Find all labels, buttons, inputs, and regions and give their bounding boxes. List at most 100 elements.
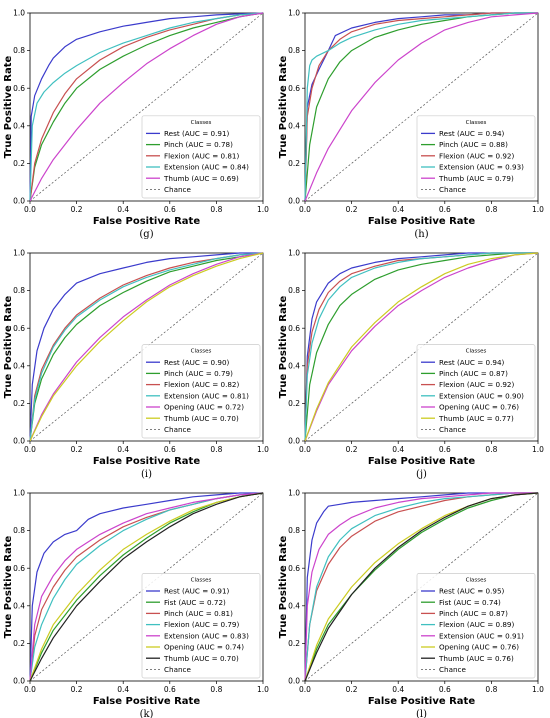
legend-box	[416, 344, 536, 439]
x-tick-label: 0.4	[117, 445, 129, 454]
x-tick-label: 0.2	[71, 205, 83, 214]
legend-item-label: Thumb (AUC = 0.77)	[438, 414, 514, 423]
x-axis-label: False Positive Rate	[93, 696, 200, 707]
y-tick-label: 0.0	[288, 437, 300, 446]
y-tick-label: 0.8	[13, 286, 25, 295]
x-tick-label: 0.4	[392, 205, 404, 214]
y-tick-label: 0.6	[288, 324, 300, 333]
legend-item-label: Thumb (AUC = 0.69)	[163, 174, 239, 183]
x-axis-label: False Positive Rate	[93, 456, 200, 467]
y-axis-label: True Positive Rate	[278, 295, 289, 398]
legend-title: Classes	[466, 349, 487, 355]
legend-item-label: Flexion (AUC = 0.81)	[164, 151, 240, 160]
x-tick-label: 1.0	[532, 685, 544, 694]
chance-line	[304, 12, 539, 202]
legend-item-label: Opening (AUC = 0.76)	[439, 643, 519, 652]
x-tick-label: 0.8	[485, 445, 497, 454]
roc-panel-h: 0.0 0.2 0.4 0.6 0.8 1.0 0.0 0.2 0.4 0.6 0.8 1.0 Fals…	[278, 9, 544, 240]
chance-line	[29, 12, 264, 202]
y-tick-label: 0.4	[288, 601, 300, 610]
legend-title: Classes	[466, 120, 487, 126]
y-tick-label: 1.0	[13, 9, 25, 18]
y-tick-label: 0.6	[13, 84, 25, 93]
panel-caption: (i)	[141, 469, 152, 480]
y-tick-label: 0.4	[288, 361, 300, 370]
x-tick-label: 1.0	[257, 685, 269, 694]
y-tick-label: 0.2	[288, 399, 300, 408]
legend-item-label: Chance	[164, 425, 191, 434]
x-tick-label: 0.8	[485, 685, 497, 694]
legend-item-label: Pinch (AUC = 0.87)	[439, 369, 508, 378]
roc-curve-4	[29, 12, 264, 202]
roc-curve-4	[29, 252, 264, 442]
legend-item-label: Extension (AUC = 0.93)	[439, 163, 524, 172]
legend-title: Classes	[191, 577, 212, 583]
y-tick-label: 0.0	[13, 677, 25, 686]
panel-caption: (l)	[416, 709, 427, 718]
legend-item-label: Rest (AUC = 0.91)	[164, 587, 230, 596]
legend-item-label: Flexion (AUC = 0.92)	[439, 380, 515, 389]
y-tick-label: 0.8	[288, 526, 300, 535]
x-tick-label: 0.6	[164, 205, 176, 214]
legend-item-label: Extension (AUC = 0.91)	[439, 631, 524, 640]
legend-item-label: Fist (AUC = 0.74)	[439, 598, 501, 607]
x-tick-label: 0.4	[117, 685, 129, 694]
legend-item-label: Extension (AUC = 0.84)	[164, 163, 249, 172]
y-tick-label: 0.0	[288, 197, 300, 206]
legend-item-label: Opening (AUC = 0.76)	[439, 403, 519, 412]
panel-caption: (h)	[414, 229, 428, 240]
y-tick-label: 0.2	[13, 399, 25, 408]
x-axis-label: False Positive Rate	[368, 456, 475, 467]
roc-curve-1	[304, 252, 538, 442]
roc-curve-6	[29, 492, 264, 682]
y-tick-label: 1.0	[288, 249, 300, 258]
y-axis-label: True Positive Rate	[278, 55, 289, 158]
x-tick-label: 0.6	[439, 445, 451, 454]
roc-curve-7	[29, 492, 264, 682]
x-tick-label: 0.2	[71, 685, 83, 694]
y-axis-label: True Positive Rate	[3, 295, 14, 398]
roc-panel-i: 0.0 0.2 0.4 0.6 0.8 1.0 0.0 0.2 0.4 0.6 0.8 1.0 Fals…	[3, 249, 269, 480]
legend-item-label: Pinch (AUC = 0.79)	[164, 369, 233, 378]
y-tick-label: 0.8	[288, 46, 300, 55]
y-tick-label: 0.0	[13, 437, 25, 446]
y-tick-label: 0.2	[288, 639, 300, 648]
legend-item-label: Pinch (AUC = 0.88)	[439, 140, 508, 149]
roc-curve-5	[29, 492, 264, 682]
roc-curve-2	[304, 492, 539, 682]
x-tick-label: 0.8	[210, 685, 222, 694]
x-tick-label: 0.2	[346, 445, 358, 454]
y-tick-label: 1.0	[288, 489, 300, 498]
y-tick-label: 0.4	[13, 601, 25, 610]
legend-item-label: Thumb (AUC = 0.70)	[163, 654, 239, 663]
roc-curve-4	[304, 492, 538, 682]
y-tick-label: 0.8	[13, 46, 25, 55]
y-tick-label: 0.0	[288, 677, 300, 686]
roc-panel-l: 0.0 0.2 0.4 0.6 0.8 1.0 0.0 0.2 0.4 0.6 0.8 1.0 Fals…	[278, 489, 544, 718]
roc-panel-j: 0.0 0.2 0.4 0.6 0.8 1.0 0.0 0.2 0.4 0.6 0.8 1.0 Fals…	[278, 249, 544, 480]
x-tick-label: 0.4	[117, 205, 129, 214]
roc-curve-2	[304, 252, 538, 442]
x-tick-label: 0.0	[299, 205, 311, 214]
y-tick-label: 0.8	[288, 286, 300, 295]
x-tick-label: 1.0	[257, 205, 269, 214]
y-tick-label: 0.4	[13, 121, 25, 130]
legend-item-label: Thumb (AUC = 0.79)	[438, 174, 514, 183]
legend-title: Classes	[191, 120, 212, 126]
roc-curve-4	[304, 12, 538, 202]
legend-item-label: Flexion (AUC = 0.79)	[164, 620, 240, 629]
roc-curve-1	[29, 252, 263, 442]
roc-curve-2	[29, 12, 264, 202]
legend-box	[141, 115, 261, 199]
y-tick-label: 0.6	[288, 84, 300, 93]
legend-item-label: Pinch (AUC = 0.87)	[439, 609, 508, 618]
roc-curve-1	[29, 492, 263, 682]
x-tick-label: 0.0	[299, 685, 311, 694]
x-tick-label: 0.0	[24, 445, 36, 454]
legend-item-label: Chance	[439, 665, 466, 674]
x-tick-label: 0.0	[24, 685, 36, 694]
y-axis-label: True Positive Rate	[278, 535, 289, 638]
x-tick-label: 0.8	[485, 205, 497, 214]
y-tick-label: 0.2	[13, 639, 25, 648]
